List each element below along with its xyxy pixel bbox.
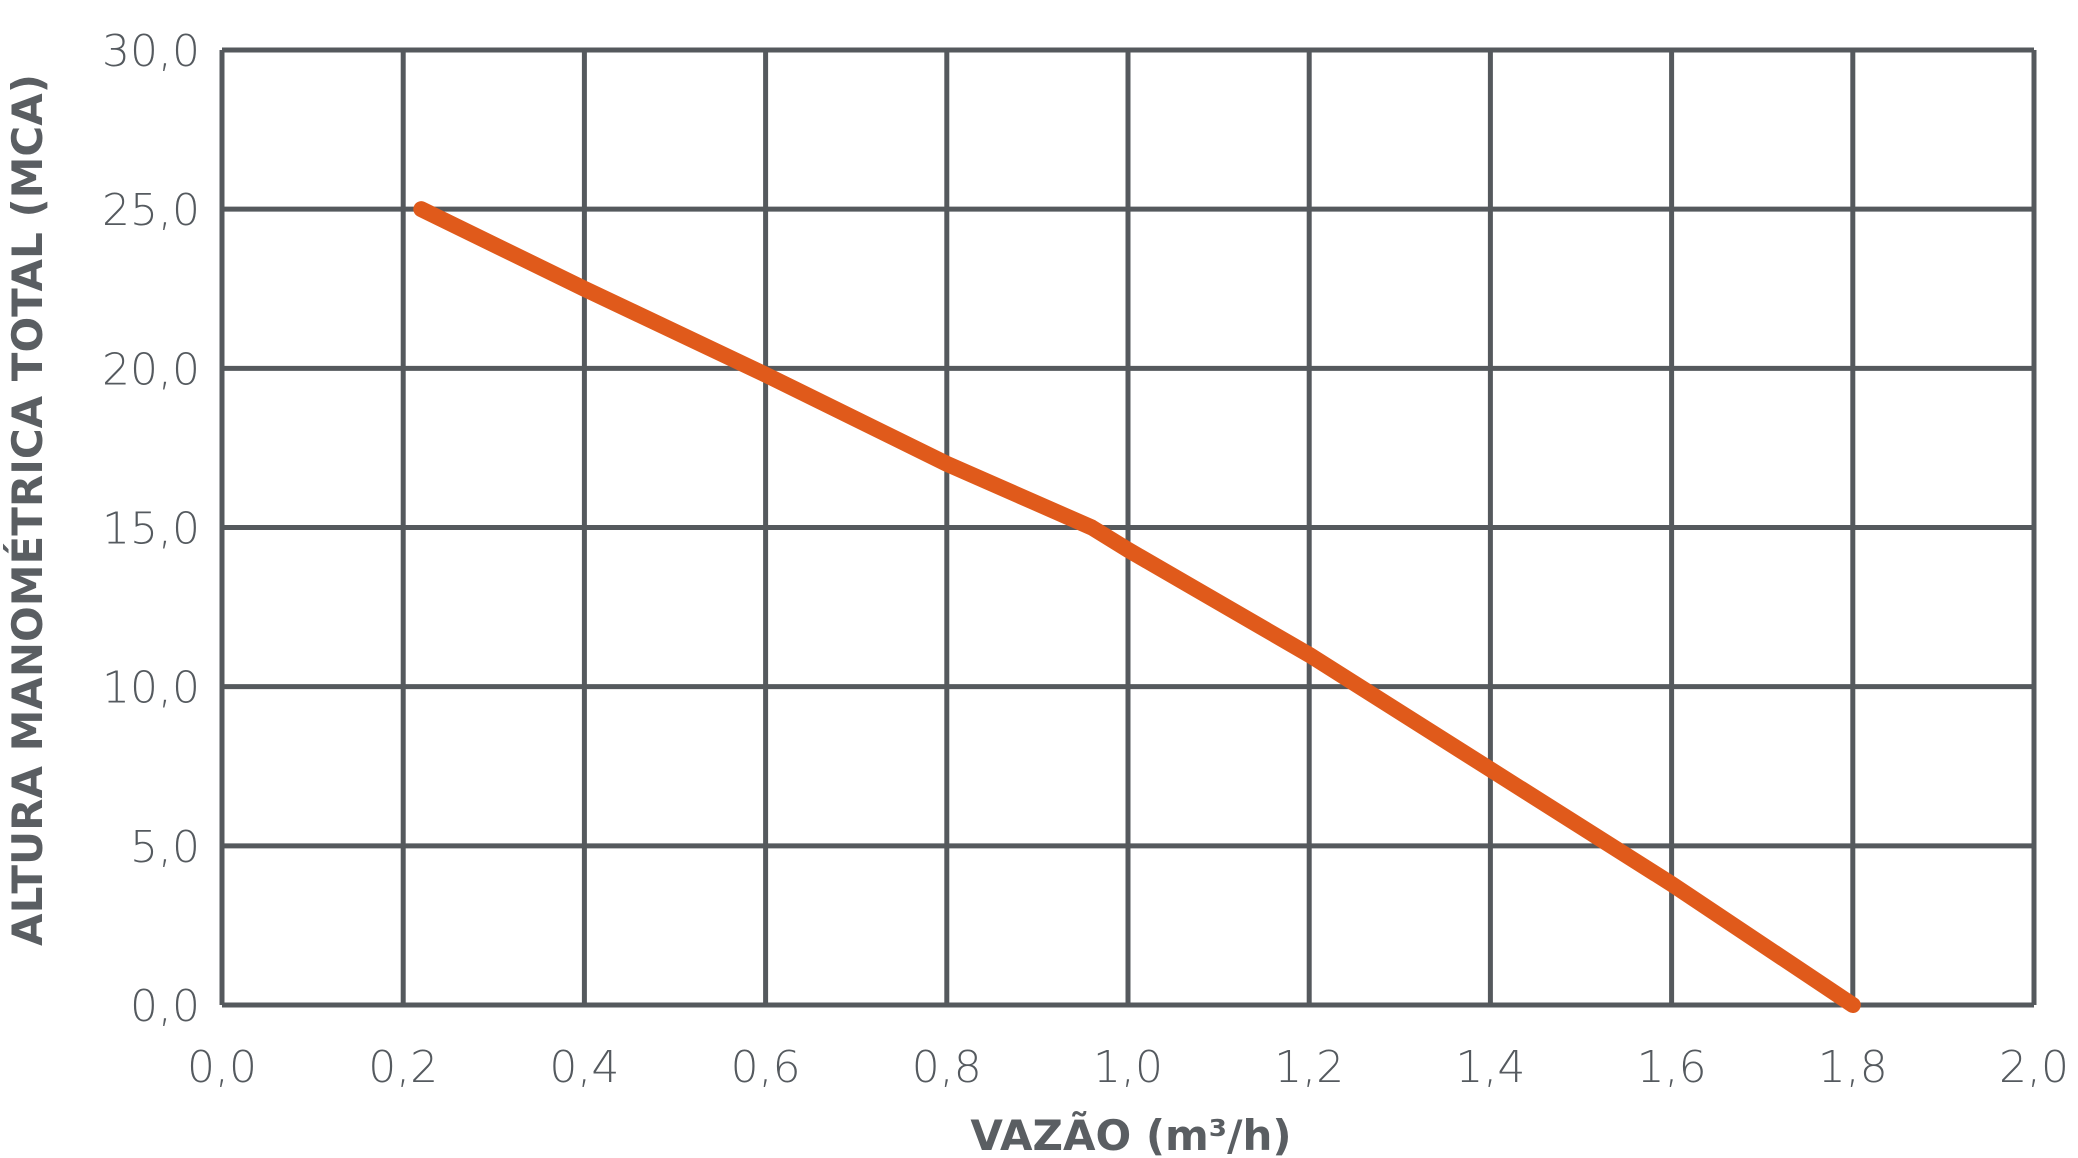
y-axis-ticks: 0,0 5,0 10,0 15,0 20,0 25,0 30,0 [102,26,200,1032]
y-axis-title: ALTURA MANOMÉTRICA TOTAL (MCA) [2,74,52,946]
x-tick-label: 0,8 [912,1042,982,1093]
x-tick-label: 1,2 [1274,1042,1344,1093]
y-tick-label: 30,0 [102,26,200,77]
x-tick-label: 0,4 [549,1042,619,1093]
x-tick-label: 0,2 [368,1042,438,1093]
y-tick-label: 0,0 [130,981,200,1032]
x-tick-label: 1,4 [1455,1042,1525,1093]
x-tick-label: 1,8 [1818,1042,1888,1093]
series-line [413,201,1861,1013]
x-tick-label: 0,0 [187,1042,257,1093]
x-axis-ticks: 0,0 0,2 0,4 0,6 0,8 1,0 1,2 1,4 1,6 1,8 2,0 [187,1042,2069,1093]
x-axis-title: VAZÃO (m³/h) [970,1110,1291,1158]
y-tick-label: 15,0 [102,504,200,555]
y-tick-label: 20,0 [102,344,200,395]
x-tick-label: 1,6 [1637,1042,1707,1093]
x-tick-label: 0,6 [731,1042,801,1093]
x-tick-label: 1,0 [1093,1042,1163,1093]
grid [219,47,2037,1008]
series-layer [413,201,1861,1013]
y-tick-label: 10,0 [102,663,200,714]
y-tick-label: 5,0 [130,822,200,873]
y-tick-label: 25,0 [102,185,200,236]
x-tick-label: 2,0 [1999,1042,2069,1093]
